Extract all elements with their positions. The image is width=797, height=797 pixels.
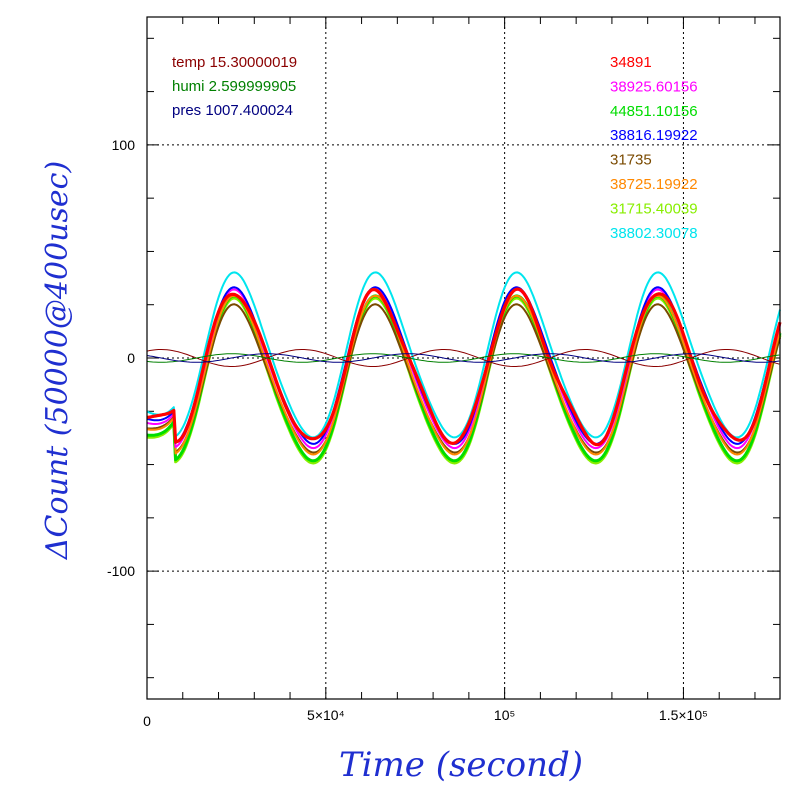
series-line-38725.19922 xyxy=(146,294,781,456)
series-legend-entry: 38802.30078 xyxy=(610,225,698,242)
y-tick-label: 0 xyxy=(127,350,135,366)
series-layer xyxy=(146,271,782,465)
env-line-temp xyxy=(146,349,780,367)
legend: temp 15.30000019 humi 2.599999905 pres 100… xyxy=(172,54,698,242)
series-legend-entry: 44851.10156 xyxy=(610,103,698,120)
plot-frame xyxy=(146,16,781,700)
series-legend-entry: 38816.19922 xyxy=(610,127,698,144)
env-line-pres xyxy=(146,353,780,363)
tick-labels: 0 5×10⁴ 10⁵ 1.5×10⁵ 100 0 -100 xyxy=(107,137,708,729)
x-tick-label: 10⁵ xyxy=(494,707,515,723)
x-tick-label: 0 xyxy=(143,713,151,729)
env-legend-entry: temp 15.30000019 xyxy=(172,54,297,71)
series-legend-entry: 38925.60156 xyxy=(610,78,698,95)
env-legend-entry: humi 2.599999905 xyxy=(172,78,296,95)
series-legend-entry: 31715.40039 xyxy=(610,200,698,217)
env-legend-entry: pres 1007.400024 xyxy=(172,102,293,119)
grid xyxy=(147,17,780,699)
y-tick-label: -100 xyxy=(107,563,135,579)
series-legend-entry: 31735 xyxy=(610,152,652,169)
y-tick-label: 100 xyxy=(112,137,136,153)
y-axis-title: ΔCount (50000@400usec) xyxy=(40,161,75,560)
series-legend-entry: 38725.19922 xyxy=(610,176,698,193)
x-axis-title: Time (second) xyxy=(339,745,583,785)
axis-ticks xyxy=(147,17,780,699)
series-legend-entry: 34891 xyxy=(610,54,652,71)
series-line-38802.30078 xyxy=(146,271,781,439)
x-tick-label: 1.5×10⁵ xyxy=(659,707,708,723)
series-line-34891 xyxy=(146,287,782,447)
x-tick-label: 5×10⁴ xyxy=(307,707,345,723)
